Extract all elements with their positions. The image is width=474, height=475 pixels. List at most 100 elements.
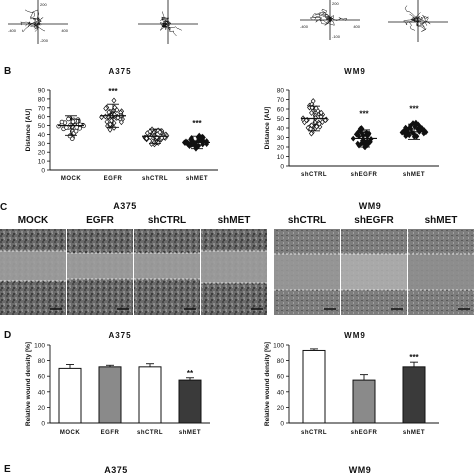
cell-track-line [25,17,39,27]
data-point [403,125,409,132]
scratch-gap [341,254,407,290]
panel-c-labels: MOCK EGFR shCTRL shMET shCTRL shEGFR shM… [0,215,474,229]
image-label-wm9-shmet: shMET [424,215,458,226]
x-tick-label: shMET [179,430,201,436]
data-point [104,118,110,125]
cell-track-line [33,23,40,32]
significance-mark: *** [409,353,419,362]
cell-track-line [409,13,421,23]
cell-track-line [163,19,170,30]
track-right-label: 400 [353,24,360,29]
data-point [190,141,196,148]
data-point [56,123,61,129]
data-point [314,123,320,130]
cell-track-line [20,21,41,28]
y-tick-label: 30 [277,135,285,142]
panel-b-right-chart: 0 10 20 30 40 50 60 70 80 Distance [AU] WM9 shCTRL *… [264,67,439,178]
y-tick-label: 50 [38,123,46,130]
scratch-gap [274,254,340,290]
track-left-label: -400 [300,24,309,29]
y-tick-label: 30 [38,141,46,148]
panel-a-tracks: 200 -400 400 -200 200 -400 400 -100 [8,0,448,44]
image-label-egfr: EGFR [86,215,114,226]
image-label-mock: MOCK [17,215,49,226]
bar [352,379,376,424]
scratch-gap [134,253,200,279]
bar [138,366,162,424]
cell-track-line [163,23,177,37]
track-lower-label: -100 [332,34,341,39]
data-point [322,117,328,124]
y-tick-label: 80 [38,96,46,103]
track-right-label: 400 [61,28,68,33]
data-point [111,97,117,104]
bar [178,379,202,424]
image-label-wm9-shctrl: shCTRL [287,215,327,226]
y-tick-label: 0 [280,164,284,171]
image-label-wm9-shegfr: shEGFR [354,215,394,226]
panel-c-left-title: A375 [113,201,137,211]
y-tick-label: 40 [277,389,285,396]
cell-track-line [417,14,429,23]
data-point [310,98,316,105]
image-label-shctrl: shCTRL [147,215,187,226]
x-tick-label: MOCK [60,430,80,436]
data-point [59,119,65,125]
panel-b-letter: B [4,66,12,77]
data-point [115,114,121,121]
data-point [144,130,150,137]
y-tick-label: 60 [277,107,285,114]
y-tick-label: 60 [277,374,285,381]
cell-track-line [167,23,182,31]
y-tick-label: 40 [38,132,46,139]
data-point [64,125,69,130]
cell-track-line [329,17,348,22]
scratch-gap [0,251,66,281]
data-point [308,130,314,137]
y-tick-label: 0 [41,168,45,175]
data-point [144,135,149,142]
chart-title: A375 [108,331,131,340]
cell-track-line [32,17,42,25]
bar [302,349,326,424]
data-point [318,109,324,116]
image-label-shmet: shMET [217,215,251,226]
data-point [309,109,314,116]
y-tick-label: 50 [277,116,285,123]
significance-mark: *** [359,109,369,118]
y-tick-label: 80 [38,358,46,365]
data-point [147,128,153,135]
track-upper-label: 200 [332,1,339,6]
y-tick-label: 90 [38,88,46,95]
panel-e-left-title: A375 [104,465,128,475]
y-axis-title: Distance [AU] [264,107,271,150]
x-tick-label: shMET [186,176,208,182]
data-point [319,119,325,125]
x-tick-label: shEGFR [351,172,378,178]
chart-title: A375 [108,67,131,76]
scratch-gap [408,254,474,290]
cell-track-line [24,9,39,25]
panel-c-wound-images [0,229,474,315]
significance-mark: *** [108,87,118,96]
y-tick-label: 40 [38,389,46,396]
significance-mark: ** [187,369,194,378]
y-tick-label: 100 [273,343,284,350]
y-tick-label: 70 [277,97,285,104]
bar [98,366,122,424]
cell-track-line [416,21,427,32]
data-point [66,116,71,122]
x-tick-label: shCTRL [301,172,327,178]
track-left-label: -400 [8,28,17,33]
chart-title: WM9 [344,331,366,340]
data-point [103,105,109,112]
bar [58,367,82,424]
data-point [308,125,314,132]
track-lower-label: -200 [40,38,49,43]
data-point [107,126,113,133]
cell-track-line [328,15,334,21]
cell-track-line [309,17,331,25]
cell-track-line [36,16,44,25]
